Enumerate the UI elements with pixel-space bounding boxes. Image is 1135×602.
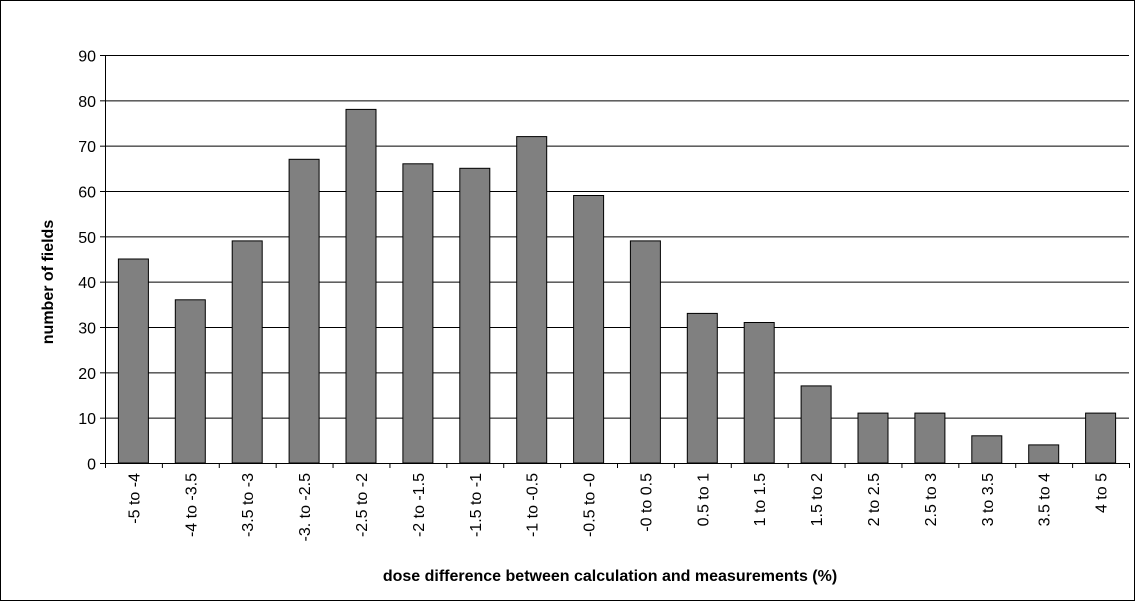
y-tick-label: 40 — [78, 275, 96, 292]
bar — [459, 167, 491, 464]
bar — [914, 412, 946, 464]
bar — [117, 258, 149, 464]
bar — [402, 163, 434, 464]
y-tick-label: 50 — [78, 230, 96, 247]
y-tick-label: 80 — [78, 94, 96, 111]
bar — [516, 136, 548, 464]
x-tick-labels: -5 to -4 -4 to -3.5 -3.5 to -3 -3. to -2.5 -… — [126, 473, 1110, 542]
x-tick-label: -3.5 to -3 — [240, 473, 257, 537]
y-axis-title: number of fields — [40, 220, 57, 345]
y-tick-label: 60 — [78, 185, 96, 202]
x-tick-label: 3 to 3.5 — [980, 473, 997, 526]
bar — [573, 195, 605, 464]
y-tick-label: 20 — [78, 366, 96, 383]
x-tick-label: 1.5 to 2 — [809, 473, 826, 526]
gridlines — [105, 55, 1129, 419]
x-tick-label: -0.5 to -0 — [582, 473, 599, 537]
x-tick-label: -4 to -3.5 — [183, 473, 200, 537]
y-tick-label: 90 — [78, 49, 96, 66]
x-tick-label: 3.5 to 4 — [1037, 473, 1054, 526]
x-tick-label: -2 to -1.5 — [411, 473, 428, 537]
bar — [1085, 412, 1117, 464]
x-tick-label: -3. to -2.5 — [297, 473, 314, 542]
bar — [800, 385, 832, 464]
bar — [231, 240, 263, 464]
y-tick-label: 70 — [78, 139, 96, 156]
y-tick-label: 0 — [87, 457, 96, 474]
x-tick-label: 1 to 1.5 — [752, 473, 769, 526]
x-tick-label: 2 to 2.5 — [866, 473, 883, 526]
y-tick-label: 30 — [78, 321, 96, 338]
x-tick-label: -1 to -0.5 — [525, 473, 542, 537]
bar — [971, 435, 1003, 464]
x-tick-label: 2.5 to 3 — [923, 473, 940, 526]
bar — [174, 299, 206, 464]
x-tick-label: -1.5 to -1 — [468, 473, 485, 537]
x-tick-label: 4 to 5 — [1094, 473, 1111, 513]
bar — [288, 158, 320, 464]
y-tick-labels: 0 10 20 30 40 50 60 70 80 90 — [78, 49, 96, 474]
x-tick-label: 0.5 to 1 — [695, 473, 712, 526]
bar — [857, 412, 889, 464]
y-tick-label: 10 — [78, 411, 96, 428]
bar — [686, 312, 718, 464]
axes — [100, 55, 1130, 468]
bars — [117, 108, 1117, 464]
bar — [743, 322, 775, 464]
x-tick-label: -2.5 to -2 — [354, 473, 371, 537]
x-tick-label: -5 to -4 — [126, 473, 143, 524]
bar — [345, 108, 377, 464]
x-axis-title: dose difference between calculation and … — [383, 568, 837, 585]
bar — [1028, 444, 1060, 464]
bar — [629, 240, 661, 464]
x-tick-label: -0 to 0.5 — [638, 473, 655, 532]
